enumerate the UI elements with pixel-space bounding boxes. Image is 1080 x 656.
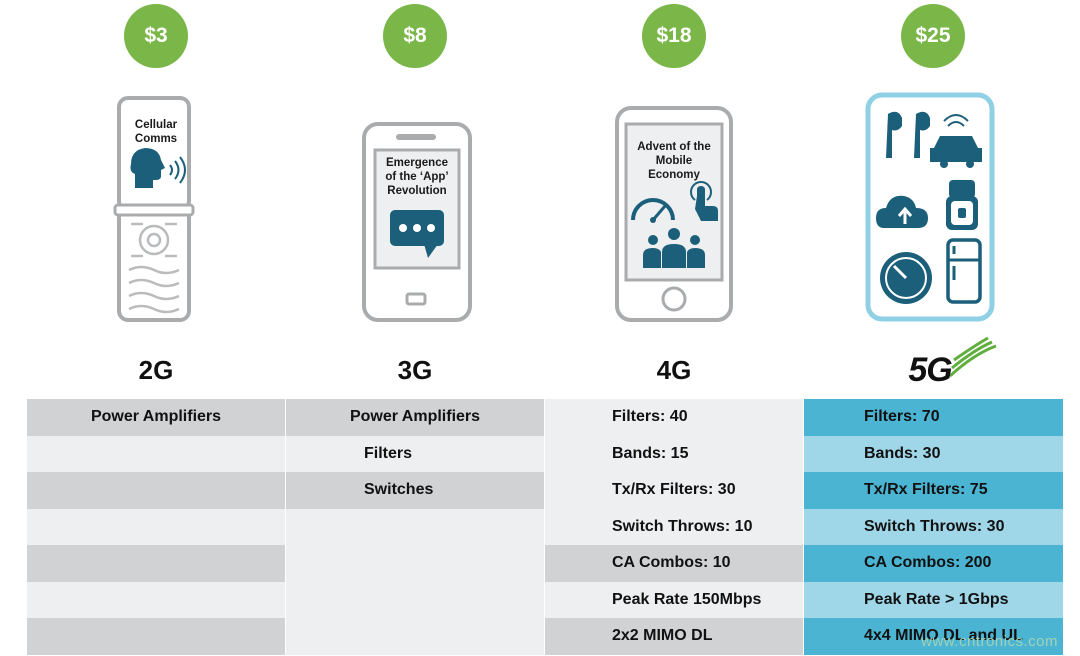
chat-bubble-icon: [390, 210, 444, 258]
table-row: CA Combos: 10 CA Combos: 200: [27, 545, 1063, 582]
table-row: Filters Bands: 15 Bands: 30: [27, 435, 1063, 472]
device-caption-line: Revolution: [387, 185, 447, 197]
table-cell-2g: [27, 435, 285, 472]
table-cell-5g: Filters: 70: [804, 399, 1063, 436]
table-cell-3g: Power Amplifiers: [286, 399, 544, 436]
table-cell-5g: Peak Rate > 1Gbps: [804, 581, 1063, 618]
table-row: Power Amplifiers Power Amplifiers Filter…: [27, 399, 1063, 436]
table-cell-3g: [286, 508, 544, 545]
table-row: Switches Tx/Rx Filters: 30 Tx/Rx Filters…: [27, 472, 1063, 509]
device-caption-line: Emergence: [385, 157, 448, 169]
speaking-head-icon: [130, 148, 186, 188]
table-cell-3g: [286, 618, 544, 655]
table-cell-3g: [286, 545, 544, 582]
table-cell-2g: [27, 508, 285, 545]
table-cell-4g: CA Combos: 10: [545, 545, 803, 582]
signal-waves-icon: [948, 336, 997, 378]
generation-label: 3G: [397, 355, 433, 385]
generation-label: 2G: [138, 355, 174, 385]
table-cell-4g: Switch Throws: 10: [545, 508, 803, 545]
keypad-icon: [128, 222, 180, 314]
table-row: Switch Throws: 10 Switch Throws: 30: [27, 508, 1063, 545]
smartphone-illustration: [615, 106, 733, 322]
generation-label: 5G: [908, 351, 952, 389]
device-caption-line: of the ‘App’: [385, 171, 449, 183]
earbuds-icon: [886, 111, 930, 158]
watermark: www.cntronics.com: [921, 633, 1058, 650]
column-3g: $8 Emergence of the ‘App’ Revolution 3G: [286, 0, 544, 396]
table-cell-5g: 4x4 MIMO DL and UL: [804, 618, 1063, 655]
table-row: 2x2 MIMO DL 4x4 MIMO DL and UL: [27, 618, 1063, 655]
table-cell-5g: Tx/Rx Filters: 75: [804, 472, 1063, 509]
device-caption-line: Economy: [648, 169, 700, 181]
table-cell-2g: [27, 581, 285, 618]
price-badge: $8: [383, 4, 447, 68]
column-2g: $3 Cellular Comms 2G: [27, 0, 285, 396]
price-badge: $18: [642, 4, 706, 68]
touch-hand-icon: [690, 181, 718, 221]
table-row: Peak Rate 150Mbps Peak Rate > 1Gbps: [27, 581, 1063, 618]
smartphone-illustration: [362, 122, 472, 322]
table-cell-3g: Filters: [286, 435, 544, 472]
cloud-upload-icon: [876, 195, 928, 228]
device-caption-line: Cellular: [134, 119, 178, 131]
table-cell-4g: Tx/Rx Filters: 30: [545, 472, 803, 509]
table-cell-5g: CA Combos: 200: [804, 545, 1063, 582]
5g-logo: [948, 336, 997, 378]
smartwatch-icon: [946, 180, 978, 230]
table-cell-4g: Bands: 15: [545, 435, 803, 472]
table-cell-3g: Switches: [286, 472, 544, 509]
table-cell-4g: Filters: 40: [545, 399, 803, 436]
comparison-table: Power Amplifiers Power Amplifiers Filter…: [27, 399, 1063, 655]
table-cell-2g: Power Amplifiers: [27, 399, 285, 436]
device-caption-line: Comms: [134, 133, 178, 145]
generation-label: 4G: [656, 355, 692, 385]
table-cell-4g: 2x2 MIMO DL: [545, 618, 803, 655]
table-cell-2g: [27, 618, 285, 655]
table-cell-4g: Peak Rate 150Mbps: [545, 581, 803, 618]
connected-car-icon: [930, 114, 982, 168]
table-cell-5g: Switch Throws: 30: [804, 508, 1063, 545]
price-badge: $25: [901, 4, 965, 68]
price-badge: $3: [124, 4, 188, 68]
flip-phone-illustration: [113, 96, 195, 322]
column-4g: $18 Advent of the Mobile Economy 4G: [545, 0, 803, 396]
table-cell-2g: [27, 472, 285, 509]
gauge-icon: [880, 252, 932, 304]
5g-device-illustration: [865, 92, 995, 322]
device-caption-line: Mobile: [655, 155, 693, 167]
refrigerator-icon: [946, 238, 982, 304]
speedometer-icon: [631, 198, 675, 223]
device-caption-line: Advent of the: [637, 141, 711, 153]
people-group-icon: [643, 228, 705, 268]
table-cell-5g: Bands: 30: [804, 435, 1063, 472]
table-cell-3g: [286, 581, 544, 618]
table-cell-2g: [27, 545, 285, 582]
column-5g: $25: [804, 0, 1062, 396]
